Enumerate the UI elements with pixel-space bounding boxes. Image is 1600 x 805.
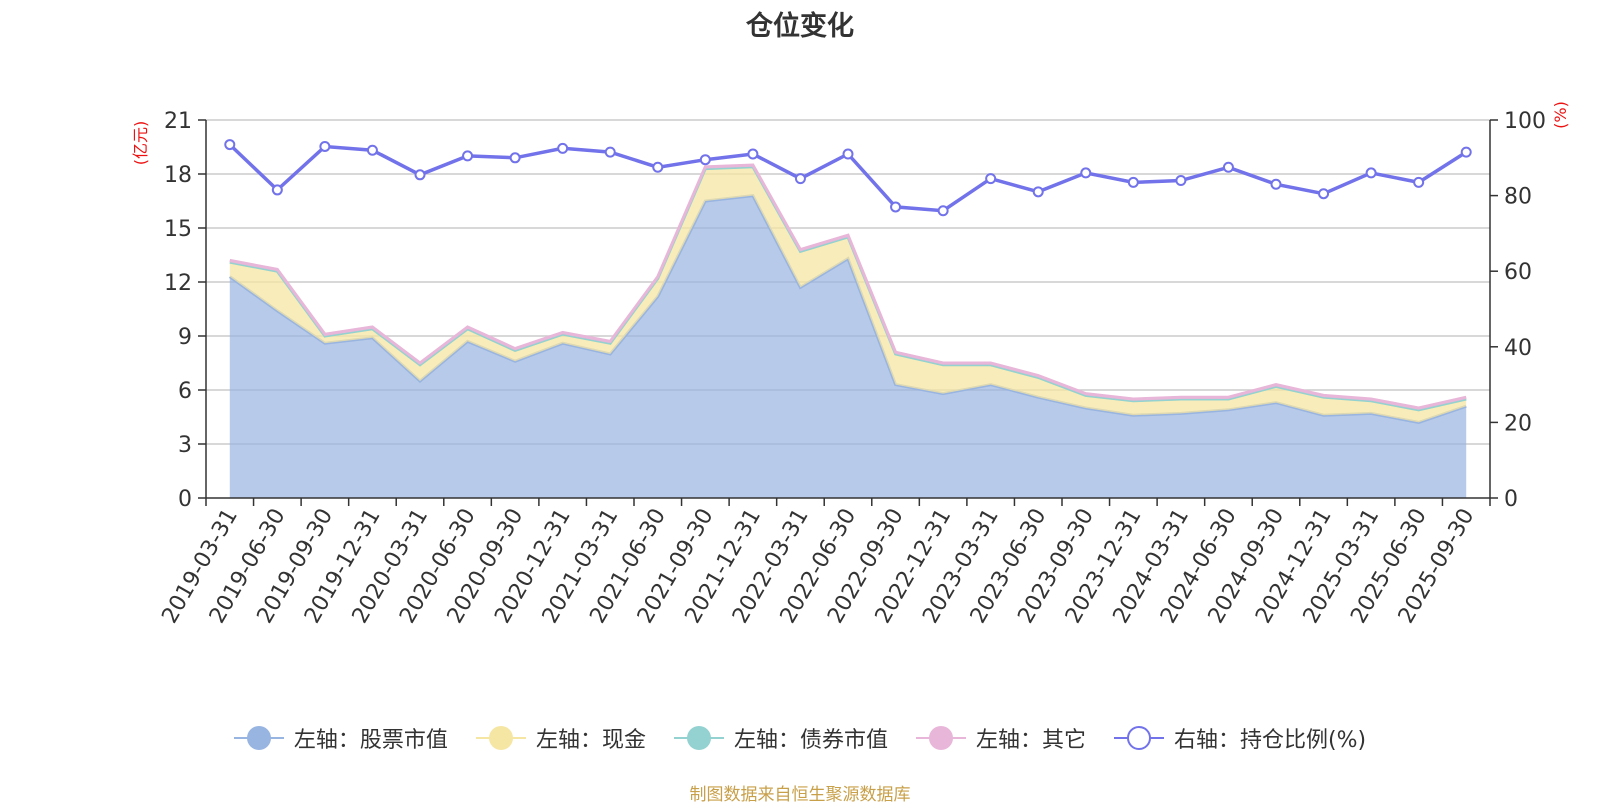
ratio-point	[414, 169, 426, 181]
legend-label-stock: 左轴：股票市值	[293, 728, 448, 753]
ratio-point	[842, 148, 854, 160]
left-axis-tick-label: 9	[178, 325, 192, 350]
legend-marker-bond	[673, 725, 724, 751]
ratio-point	[224, 139, 236, 151]
ratio-point	[462, 150, 474, 162]
ratio-point	[1175, 174, 1187, 186]
left-axis-tick-label: 0	[178, 487, 192, 512]
stacked-areas	[228, 163, 1467, 498]
ratio-point	[509, 152, 521, 164]
ratio-point	[794, 173, 806, 185]
ratio-point	[747, 148, 759, 160]
left-axis-tick-label: 15	[164, 217, 192, 242]
ratio-point	[1365, 167, 1377, 179]
left-axis-unit: (亿元)	[131, 121, 150, 166]
ratio-point	[1080, 167, 1092, 179]
legend: 左轴：股票市值 左轴：现金 左轴：债券市值 左轴：其它 右轴：持仓比例(%)	[0, 722, 1600, 754]
ratio-point	[652, 161, 664, 173]
right-axis-unit: (%)	[1551, 101, 1570, 129]
legend-item-other[interactable]: 左轴：其它	[915, 722, 1086, 754]
ratio-point	[271, 184, 283, 196]
legend-item-cash[interactable]: 左轴：现金	[475, 722, 646, 754]
ratio-point	[890, 201, 902, 213]
legend-marker-other	[915, 725, 966, 751]
right-axis-tick-label: 100	[1504, 109, 1546, 134]
ratio-point	[604, 146, 616, 158]
ratio-line	[224, 139, 1472, 217]
legend-label-cash: 左轴：现金	[535, 728, 646, 753]
ratio-point	[319, 140, 331, 152]
ratio-point	[1318, 188, 1330, 200]
area-0	[229, 195, 1467, 498]
legend-marker-stock	[233, 725, 284, 751]
chart-title: 仓位变化	[746, 11, 854, 42]
legend-marker-ratio	[1113, 725, 1164, 751]
left-axis-tick-label: 12	[164, 271, 192, 296]
ratio-point	[1127, 176, 1139, 188]
ratio-point	[699, 154, 711, 166]
legend-item-bond[interactable]: 左轴：债券市值	[673, 722, 888, 754]
right-axis-tick-label: 60	[1504, 260, 1532, 285]
ratio-point	[937, 205, 949, 217]
right-axis-tick-label: 40	[1504, 336, 1532, 361]
ratio-point	[1413, 176, 1425, 188]
legend-label-other: 左轴：其它	[975, 728, 1086, 753]
legend-marker-cash	[475, 725, 526, 751]
ratio-point	[366, 144, 378, 156]
ratio-point	[985, 173, 997, 185]
ratio-point	[1460, 146, 1472, 158]
ratio-point	[1270, 178, 1282, 190]
legend-label-ratio: 右轴：持仓比例(%)	[1173, 728, 1367, 753]
area-edge-3	[229, 163, 1467, 410]
left-axis-tick-label: 21	[164, 109, 192, 134]
right-axis-tick-label: 0	[1504, 487, 1518, 512]
right-axis-tick-label: 80	[1504, 185, 1532, 210]
legend-label-bond: 左轴：债券市值	[733, 728, 888, 753]
left-axis-tick-label: 18	[164, 163, 192, 188]
right-axis-tick-label: 20	[1504, 411, 1532, 436]
legend-item-ratio[interactable]: 右轴：持仓比例(%)	[1113, 722, 1367, 754]
left-axis-tick-label: 6	[178, 379, 192, 404]
legend-item-stock[interactable]: 左轴：股票市值	[233, 722, 448, 754]
ratio-point	[1032, 186, 1044, 198]
ratio-point	[1222, 161, 1234, 173]
left-axis-tick-label: 3	[178, 433, 192, 458]
ratio-point	[557, 142, 569, 154]
source-note: 制图数据来自恒生聚源数据库	[689, 785, 911, 805]
